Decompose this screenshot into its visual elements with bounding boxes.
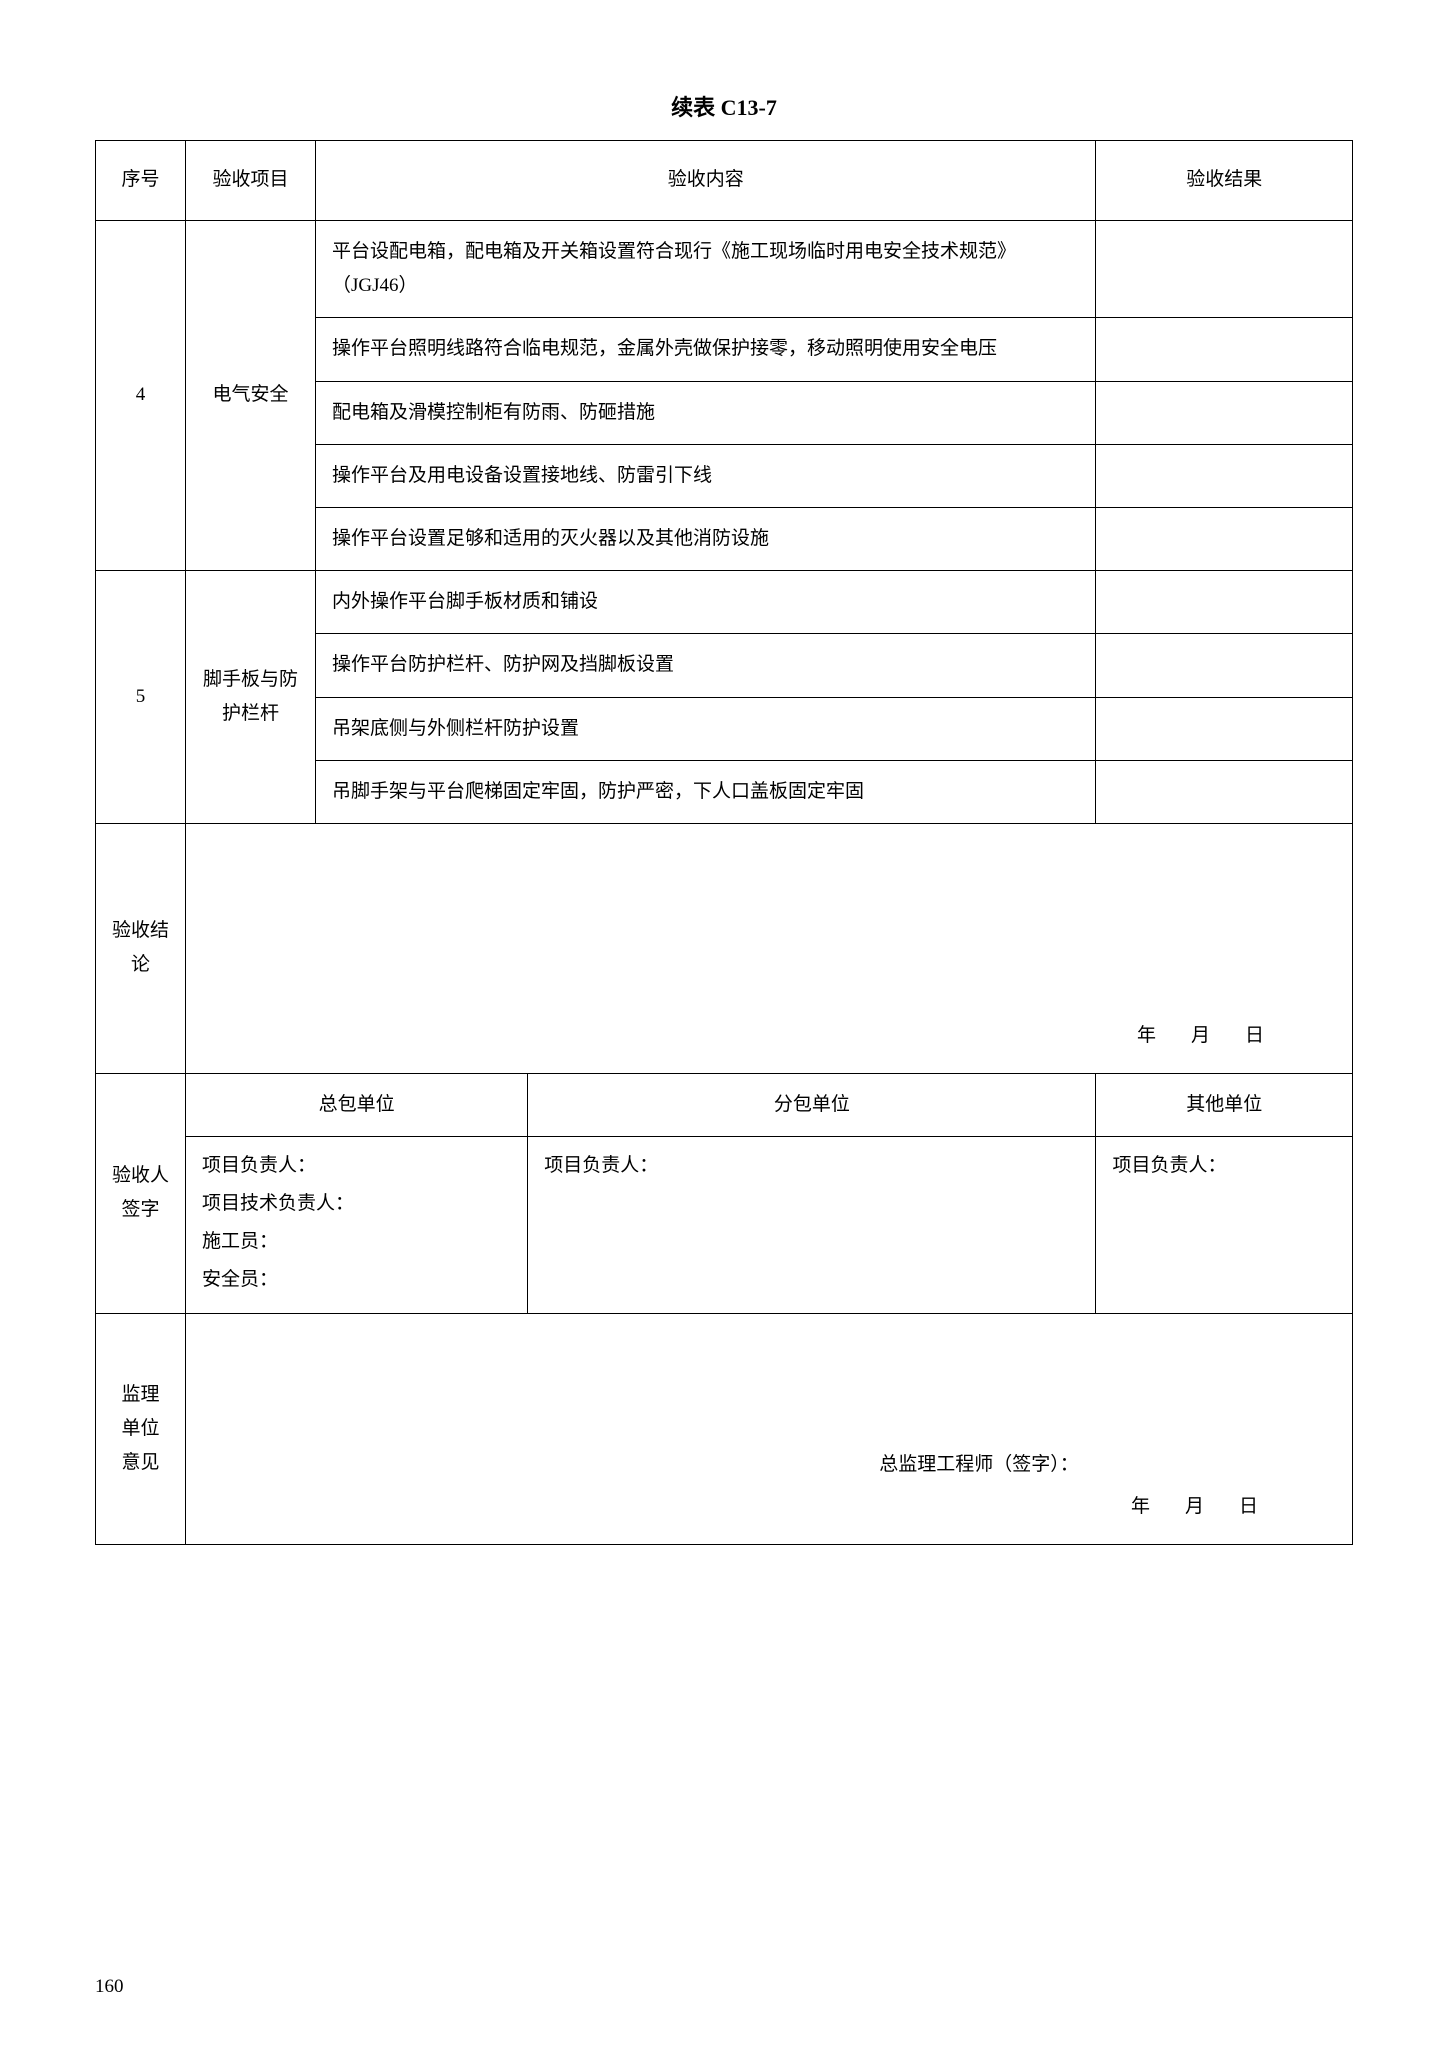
- row-result: [1096, 221, 1353, 318]
- row-num-4: 4: [96, 221, 186, 571]
- row-result: [1096, 381, 1353, 444]
- row-content: 平台设配电箱，配电箱及开关箱设置符合现行《施工现场临时用电安全技术规范》（JGJ…: [316, 221, 1096, 318]
- sig-line: 项目负责人：: [544, 1147, 1079, 1185]
- header-content: 验收内容: [316, 141, 1096, 221]
- general-sig-cell: 项目负责人： 项目技术负责人： 施工员： 安全员：: [186, 1137, 528, 1314]
- row-content: 操作平台设置足够和适用的灭火器以及其他消防设施: [316, 507, 1096, 570]
- row-content: 吊架底侧与外侧栏杆防护设置: [316, 697, 1096, 760]
- inspection-table: 序号 验收项目 验收内容 验收结果 4 电气安全 平台设配电箱，配电箱及开关箱设…: [95, 140, 1353, 1545]
- sig-line: 项目负责人：: [1112, 1147, 1336, 1185]
- row-content: 操作平台照明线路符合临电规范，金属外壳做保护接零，移动照明使用安全电压: [316, 318, 1096, 381]
- sig-line: 项目技术负责人：: [202, 1185, 511, 1223]
- unit-sub-header: 分包单位: [528, 1073, 1096, 1136]
- row-result: [1096, 760, 1353, 823]
- sig-line: 项目负责人：: [202, 1147, 511, 1185]
- row-num-5: 5: [96, 571, 186, 824]
- sig-line: 安全员：: [202, 1261, 511, 1299]
- conclusion-label: 验收结论: [96, 823, 186, 1073]
- opinion-date: 年 月 日: [202, 1490, 1336, 1524]
- row-result: [1096, 697, 1353, 760]
- unit-general-header: 总包单位: [186, 1073, 528, 1136]
- signature-unit-header-row: 验收人签字 总包单位 分包单位 其他单位: [96, 1073, 1353, 1136]
- signature-content-row: 项目负责人： 项目技术负责人： 施工员： 安全员： 项目负责人： 项目负责人：: [96, 1137, 1353, 1314]
- row-result: [1096, 634, 1353, 697]
- row-result: [1096, 571, 1353, 634]
- sig-line: 施工员：: [202, 1223, 511, 1261]
- row-content: 内外操作平台脚手板材质和铺设: [316, 571, 1096, 634]
- unit-other-header: 其他单位: [1096, 1073, 1353, 1136]
- table-header-row: 序号 验收项目 验收内容 验收结果: [96, 141, 1353, 221]
- row-result: [1096, 507, 1353, 570]
- row-content: 配电箱及滑模控制柜有防雨、防砸措施: [316, 381, 1096, 444]
- header-item: 验收项目: [186, 141, 316, 221]
- sub-sig-cell: 项目负责人：: [528, 1137, 1096, 1314]
- opinion-sig: 总监理工程师（签字）：: [202, 1448, 1336, 1482]
- conclusion-row: 验收结论 年 月 日: [96, 823, 1353, 1073]
- row-result: [1096, 318, 1353, 381]
- conclusion-date: 年 月 日: [1137, 1019, 1272, 1053]
- header-result: 验收结果: [1096, 141, 1353, 221]
- opinion-content: 总监理工程师（签字）： 年 月 日: [186, 1314, 1353, 1545]
- page-title: 续表 C13-7: [95, 90, 1353, 122]
- table-row: 5 脚手板与防护栏杆 内外操作平台脚手板材质和铺设: [96, 571, 1353, 634]
- opinion-row: 监理 单位 意见 总监理工程师（签字）： 年 月 日: [96, 1314, 1353, 1545]
- row-content: 操作平台及用电设备设置接地线、防雷引下线: [316, 444, 1096, 507]
- signature-label: 验收人签字: [96, 1073, 186, 1313]
- table-row: 4 电气安全 平台设配电箱，配电箱及开关箱设置符合现行《施工现场临时用电安全技术…: [96, 221, 1353, 318]
- conclusion-content: 年 月 日: [186, 823, 1353, 1073]
- page-number: 160: [95, 1976, 124, 1998]
- row-content: 吊脚手架与平台爬梯固定牢固，防护严密，下人口盖板固定牢固: [316, 760, 1096, 823]
- row-content: 操作平台防护栏杆、防护网及挡脚板设置: [316, 634, 1096, 697]
- row-result: [1096, 444, 1353, 507]
- row-item-4: 电气安全: [186, 221, 316, 571]
- opinion-label: 监理 单位 意见: [96, 1314, 186, 1545]
- row-item-5: 脚手板与防护栏杆: [186, 571, 316, 824]
- header-num: 序号: [96, 141, 186, 221]
- other-sig-cell: 项目负责人：: [1096, 1137, 1353, 1314]
